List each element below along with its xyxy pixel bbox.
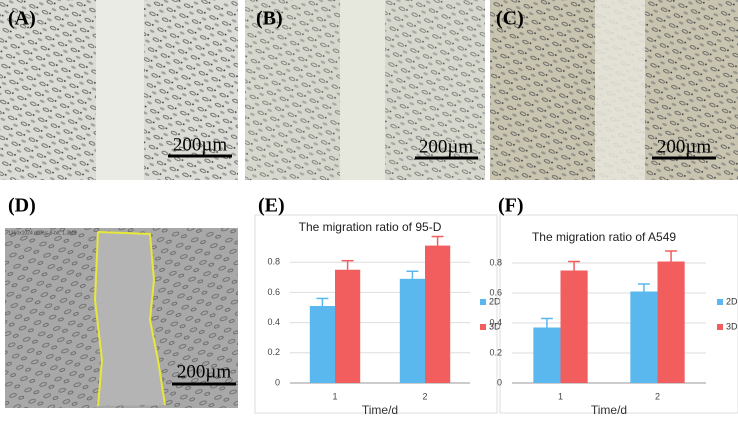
scale-label: 200µm xyxy=(173,134,227,155)
image-d xyxy=(5,228,238,408)
x-tick-label: 2 xyxy=(422,391,427,401)
image-caption: 1360x1024 pixels; 8-bit; 1.3MB xyxy=(8,230,77,236)
y-tick-label: 0.8 xyxy=(267,257,280,267)
image-a xyxy=(0,0,238,180)
y-tick-label: 0 xyxy=(497,377,502,387)
legend-swatch xyxy=(480,324,486,330)
x-axis-label: Time/d xyxy=(362,403,398,417)
bar xyxy=(630,291,658,383)
y-tick-label: 0.4 xyxy=(489,317,502,327)
bar xyxy=(399,278,425,383)
y-tick-label: 0.6 xyxy=(489,287,502,297)
scale-label: 200µm xyxy=(419,136,473,157)
scale-label: 200µm xyxy=(177,361,231,382)
x-axis-label: Time/d xyxy=(591,403,627,417)
legend-label: 2D xyxy=(489,296,501,306)
y-tick-label: 0.4 xyxy=(267,317,280,327)
image-c xyxy=(490,0,738,180)
legend-swatch xyxy=(717,299,723,305)
panel-label: (E) xyxy=(258,195,285,217)
bar xyxy=(560,270,588,383)
scale-label: 200µm xyxy=(657,136,711,157)
chart-title: The migration ratio of 95-D xyxy=(299,220,442,234)
legend-label: 2D xyxy=(726,296,738,306)
chart-title: The migration ratio of A549 xyxy=(532,230,676,244)
chart-frame xyxy=(254,214,498,414)
y-tick-label: 0.6 xyxy=(267,287,280,297)
panel-label: (B) xyxy=(256,8,283,30)
y-tick-label: 0.8 xyxy=(489,257,502,267)
x-tick-label: 2 xyxy=(655,391,660,401)
legend-swatch xyxy=(480,299,486,305)
chart-frame xyxy=(499,214,738,414)
y-tick-label: 0 xyxy=(275,377,280,387)
bar xyxy=(309,305,335,383)
x-tick-label: 1 xyxy=(558,391,563,401)
legend-label: 3D xyxy=(726,321,738,331)
bar xyxy=(657,261,685,383)
bar xyxy=(335,269,361,383)
x-tick-label: 1 xyxy=(332,391,337,401)
bar xyxy=(425,245,451,383)
panel-label: (C) xyxy=(496,8,524,30)
panel-label: (F) xyxy=(498,195,524,217)
panel-label: (A) xyxy=(8,8,36,30)
bar xyxy=(533,327,561,383)
y-tick-label: 0.2 xyxy=(489,347,502,357)
legend-label: 3D xyxy=(489,321,501,331)
y-tick-label: 0.2 xyxy=(267,347,280,357)
image-b xyxy=(245,0,485,180)
panel-label: (D) xyxy=(8,195,36,217)
legend-swatch xyxy=(717,324,723,330)
